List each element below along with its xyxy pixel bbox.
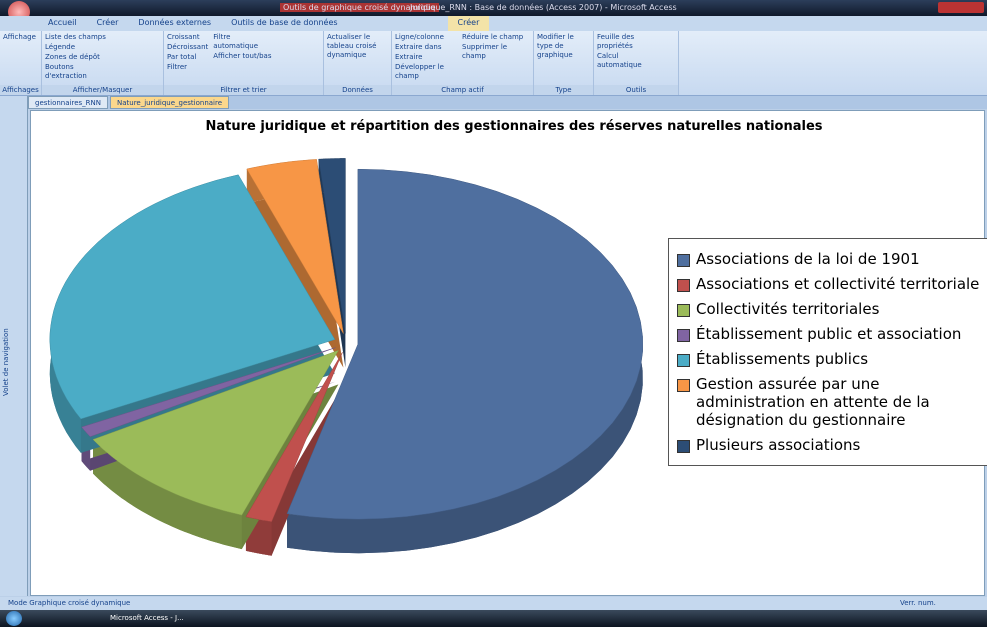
pie-slice-wall	[93, 439, 242, 550]
ribbon-button[interactable]: Extraire	[395, 53, 423, 61]
chart: Nature juridique et répartition des gest…	[49, 119, 823, 556]
legend-item: Associations et collectivité territorial…	[677, 275, 987, 293]
group-label: Champ actif	[392, 85, 533, 95]
group-label: Type	[534, 85, 593, 95]
pie-slice	[286, 168, 643, 520]
ribbon-button[interactable]: Boutons d'extraction	[45, 63, 87, 80]
navigation-pane[interactable]: Volet de navigation	[0, 96, 28, 596]
chart-area: Nature juridique et répartition des gest…	[30, 110, 985, 596]
legend-label: Associations et collectivité territorial…	[696, 275, 980, 293]
ribbon-tab[interactable]: Accueil	[48, 18, 77, 27]
legend-item: Gestion assurée par une administration e…	[677, 375, 987, 429]
pie-slice	[80, 347, 336, 437]
window-title: Juridique_RNN : Base de données (Access …	[410, 3, 677, 12]
legend-label: Associations de la loi de 1901	[696, 250, 920, 268]
ribbon-button[interactable]: Actualiser le tableau croisé dynamique	[327, 33, 377, 59]
group-label: Afficher/Masquer	[42, 85, 163, 95]
legend-swatch	[677, 279, 690, 292]
group-label: Filtrer et trier	[164, 85, 323, 95]
taskbar-button[interactable]: Microsoft Access - J...	[110, 614, 184, 622]
ribbon-button[interactable]: Légende	[45, 43, 76, 51]
status-text: Mode Graphique croisé dynamique	[8, 599, 131, 607]
pie-slice	[245, 352, 343, 522]
status-numlock: Verr. num.	[900, 599, 936, 607]
ribbon-tab[interactable]: Outils de base de données	[231, 18, 338, 27]
ribbon-group: Ligne/colonne Extraire dans Extraire Dévelo…	[392, 31, 534, 95]
pie-slice	[92, 349, 339, 516]
legend-swatch	[677, 304, 690, 317]
pie-slice	[318, 158, 346, 334]
ribbon-tab[interactable]: Données externes	[138, 18, 212, 27]
nav-label: Volet de navigation	[2, 328, 10, 396]
ribbon-button[interactable]: Calcul automatique	[597, 52, 642, 69]
group-label: Affichages	[0, 85, 41, 95]
ribbon-button[interactable]: Liste des champs	[45, 33, 106, 41]
legend-swatch	[677, 329, 690, 342]
ribbon-button[interactable]: Développer le champ	[395, 63, 444, 80]
legend-item: Établissements publics	[677, 350, 987, 368]
document-tab[interactable]: gestionnaires_RNN	[28, 96, 108, 109]
legend-label: Plusieurs associations	[696, 436, 861, 454]
legend-swatch	[677, 440, 690, 453]
legend-item: Associations de la loi de 1901	[677, 250, 987, 268]
start-button[interactable]	[6, 611, 22, 626]
ribbon-group: Affichage Affichages	[0, 31, 42, 95]
ribbon-button[interactable]: Feuille des propriétés	[597, 33, 635, 50]
legend-item: Plusieurs associations	[677, 436, 987, 454]
ribbon-group: Modifier le type de graphique Type	[534, 31, 594, 95]
group-label: Données	[324, 85, 391, 95]
group-label: Outils	[594, 85, 678, 95]
legend: Associations de la loi de 1901 Associatio…	[668, 238, 987, 466]
ribbon-button[interactable]: Décroissant	[167, 43, 209, 51]
legend-swatch	[677, 354, 690, 367]
legend-swatch	[677, 254, 690, 267]
ribbon-tabs: Accueil Créer Données externes Outils de ba…	[0, 16, 987, 31]
ribbon-button[interactable]: Filtre automatique	[213, 33, 259, 50]
legend-swatch	[677, 379, 690, 392]
ribbon-button[interactable]: Réduire le champ	[462, 33, 524, 41]
legend-item: Collectivités territoriales	[677, 300, 987, 318]
ribbon-group: Feuille des propriétés Calcul automatique…	[594, 31, 679, 95]
legend-label: Collectivités territoriales	[696, 300, 880, 318]
ribbon-button[interactable]: Supprimer le champ	[462, 43, 508, 60]
context-title: Outils de graphique croisé dynamique	[280, 3, 439, 12]
title-bar: Outils de graphique croisé dynamique Jur…	[0, 0, 987, 23]
legend-label: Établissements publics	[696, 350, 869, 368]
ribbon-button[interactable]: Croissant	[167, 33, 200, 41]
pie-slice	[246, 159, 344, 334]
ribbon-button[interactable]: Zones de dépôt	[45, 53, 100, 61]
ribbon-button[interactable]: Modifier le type de graphique	[537, 33, 574, 59]
ribbon-button[interactable]: Filtrer	[167, 63, 188, 71]
chart-title: Nature juridique et répartition des gest…	[205, 119, 822, 134]
status-bar: Mode Graphique croisé dynamique Verr. nu…	[0, 597, 987, 610]
legend-item: Établissement public et association	[677, 325, 987, 343]
ribbon-tab[interactable]: Créer	[96, 18, 119, 27]
legend-label: Gestion assurée par une administration e…	[696, 375, 930, 429]
document-tabs: gestionnaires_RNN Nature_juridique_gestio…	[28, 96, 987, 109]
ribbon-tab[interactable]: Créer	[447, 16, 490, 31]
ribbon-button[interactable]: Par total	[167, 53, 197, 61]
ribbon-group: Actualiser le tableau croisé dynamique Do…	[324, 31, 392, 95]
ribbon: Affichage Affichages Liste des champs Légen…	[0, 31, 987, 96]
ribbon-button[interactable]: Affichage	[3, 33, 36, 41]
ribbon-button[interactable]: Afficher tout/bas	[213, 52, 272, 60]
ribbon-button[interactable]: Extraire dans	[395, 43, 442, 51]
pie-slice	[49, 174, 336, 420]
document-tab[interactable]: Nature_juridique_gestionnaire	[110, 96, 230, 109]
legend-label: Établissement public et association	[696, 325, 962, 343]
ribbon-group: Liste des champs Légende Zones de dépôt Bou…	[42, 31, 164, 95]
window-controls[interactable]	[938, 2, 984, 13]
taskbar: Microsoft Access - J...	[0, 610, 987, 627]
ribbon-button[interactable]: Ligne/colonne	[395, 33, 444, 41]
ribbon-group: Croissant Décroissant Par total Filtrer Filt…	[164, 31, 324, 95]
